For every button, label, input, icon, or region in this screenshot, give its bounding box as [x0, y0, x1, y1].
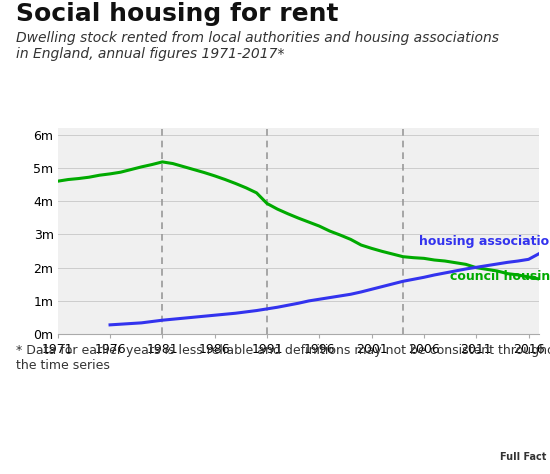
Text: Dwelling stock: by tenure, England (historical series): Dwelling stock: by tenure, England (hist…	[14, 444, 327, 457]
Text: * Data for earlier years is less reliable and definitions may not be consistent : * Data for earlier years is less reliabl…	[16, 344, 550, 372]
Text: housing associations: housing associations	[419, 235, 550, 248]
Text: council housing: council housing	[450, 270, 550, 283]
Text: Social housing for rent: Social housing for rent	[16, 2, 339, 27]
Polygon shape	[492, 396, 550, 474]
Text: Dwelling stock rented from local authorities and housing associations
in England: Dwelling stock rented from local authori…	[16, 31, 499, 61]
Text: Source:: Source:	[14, 410, 64, 423]
Text: MHCLG Live tables on dwelling stock (including vacants), table 104: MHCLG Live tables on dwelling stock (inc…	[64, 410, 463, 423]
Text: Full Fact: Full Fact	[500, 452, 547, 462]
